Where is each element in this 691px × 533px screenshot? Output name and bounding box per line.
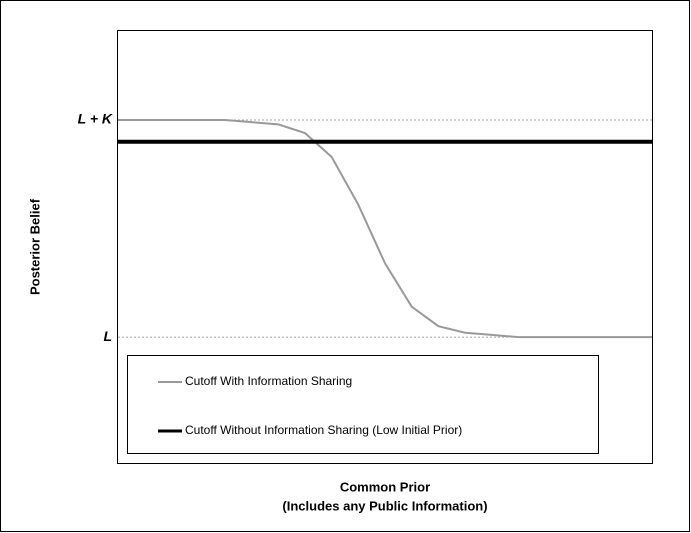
x-axis-title: Common Prior [340,479,430,494]
legend-label: Cutoff With Information Sharing [185,374,352,388]
legend-label: Cutoff Without Information Sharing (Low … [185,423,462,437]
y-axis-title: Posterior Belief [27,198,42,295]
x-axis-title: (Includes any Public Information) [282,498,487,513]
y-tick-label: L + K [78,111,113,127]
y-tick-label: L [103,328,112,344]
series-line [118,119,652,339]
legend [127,355,599,454]
